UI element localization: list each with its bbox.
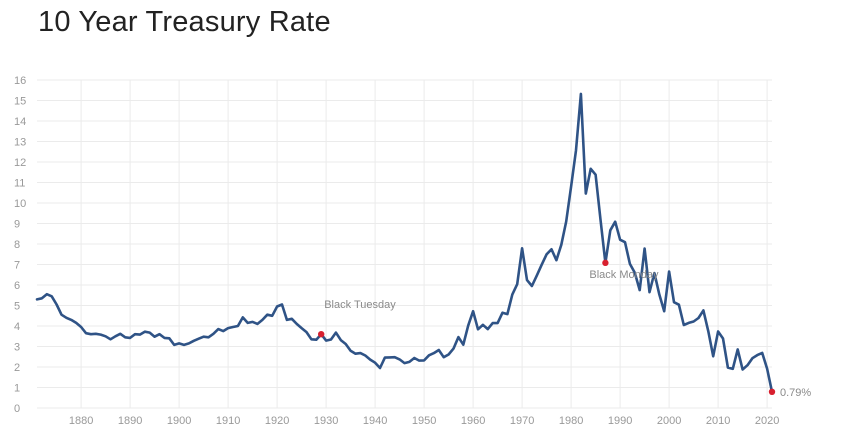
x-tick-label: 1880 [69,415,93,427]
x-tick-label: 2020 [755,415,779,427]
last-value-point[interactable] [768,388,776,396]
y-tick-label: 1 [14,383,20,395]
x-tick-label: 1960 [461,415,485,427]
chart-title: 10 Year Treasury Rate [38,6,331,38]
y-tick-label: 3 [14,342,20,354]
x-axis-ticks: 1880 1890 1900 1910 1920 1930 1940 1950 1960 1970… [69,415,779,427]
y-tick-label: 8 [14,239,20,251]
y-tick-label: 15 [14,96,26,108]
x-tick-label: 1990 [608,415,632,427]
x-tick-label: 2000 [657,415,681,427]
annotations-group: Black Tuesday Black Monday 0.79% [318,259,811,399]
last-value-label: 0.79% [780,387,811,399]
y-tick-label: 2 [14,362,20,374]
x-tick-label: 1950 [412,415,436,427]
x-tick-label: 1900 [167,415,191,427]
annotation-point[interactable] [602,259,609,267]
x-tick-label: 1910 [216,415,240,427]
series-line [35,92,774,394]
y-tick-label: 0 [14,403,20,415]
annotation-point[interactable] [318,331,325,338]
y-tick-label: 5 [14,301,20,313]
x-tick-label: 1890 [118,415,142,427]
y-tick-label: 13 [14,137,26,149]
y-tick-label: 12 [14,157,26,169]
x-tick-label: 1930 [314,415,338,427]
x-tick-label: 1970 [510,415,534,427]
y-tick-label: 10 [14,198,26,210]
y-tick-label: 14 [14,116,26,128]
x-tick-label: 1920 [265,415,289,427]
annotation-label: Black Tuesday [324,299,396,311]
annotation-label: Black Monday [589,269,659,281]
y-tick-label: 16 [14,75,26,87]
x-tick-label: 1940 [363,415,387,427]
y-tick-label: 9 [14,219,20,231]
y-tick-label: 4 [14,321,20,333]
x-tick-label: 1980 [559,415,583,427]
x-tick-label: 2010 [706,415,730,427]
y-tick-label: 11 [14,178,25,190]
grid-lines [37,79,772,409]
y-tick-label: 7 [14,260,20,272]
y-tick-label: 6 [14,280,20,292]
series-group [35,92,774,394]
